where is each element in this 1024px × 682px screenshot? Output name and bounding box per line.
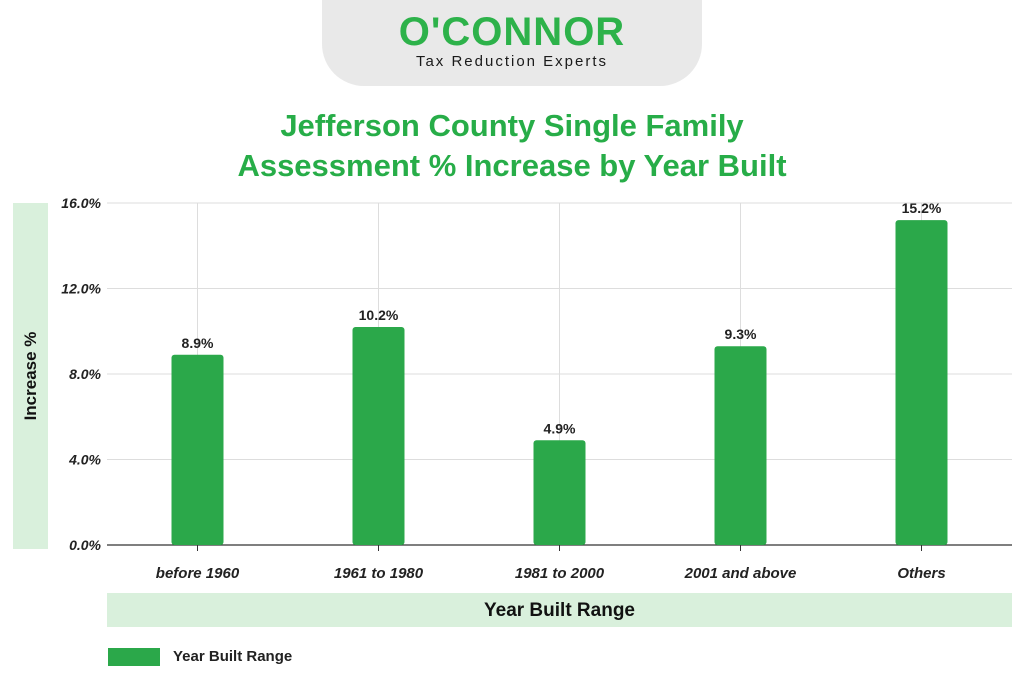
y-tick-label: 8.0%: [69, 366, 101, 382]
data-label: 10.2%: [359, 307, 399, 323]
y-tick-label: 0.0%: [69, 537, 101, 553]
bar: [895, 220, 948, 545]
x-tick-label: 2001 and above: [684, 565, 797, 582]
logo-tagline: Tax Reduction Experts: [415, 53, 609, 70]
bar: [714, 346, 767, 545]
chart-title-line-1: Jefferson County Single Family: [280, 108, 744, 143]
company-logo: O'CONNOR: [398, 10, 626, 54]
x-axis-label-band: Year Built Range: [107, 593, 1012, 627]
y-tick-label: 16.0%: [61, 195, 101, 211]
chart-title-line-2: Assessment % Increase by Year Built: [237, 148, 787, 183]
logo-header: O'CONNOR Tax Reduction Experts: [322, 0, 702, 86]
data-label: 15.2%: [902, 200, 942, 216]
data-label: 4.9%: [544, 420, 576, 436]
legend-label: Year Built Range: [173, 648, 293, 665]
bar: [352, 326, 405, 545]
x-tick-label: before 1960: [156, 565, 240, 582]
bar: [533, 440, 586, 545]
x-tick-label: Others: [897, 565, 945, 582]
legend-swatch: [108, 648, 160, 666]
y-tick-label: 4.0%: [68, 452, 101, 468]
y-axis-label-band: [13, 203, 48, 549]
data-label: 9.3%: [725, 326, 757, 342]
x-tick-label: 1961 to 1980: [334, 565, 424, 582]
y-tick-label: 12.0%: [61, 281, 101, 297]
x-tick-label: 1981 to 2000: [515, 565, 605, 582]
data-label: 8.9%: [182, 335, 214, 351]
x-axis-label: Year Built Range: [484, 600, 635, 621]
bar: [171, 354, 224, 545]
